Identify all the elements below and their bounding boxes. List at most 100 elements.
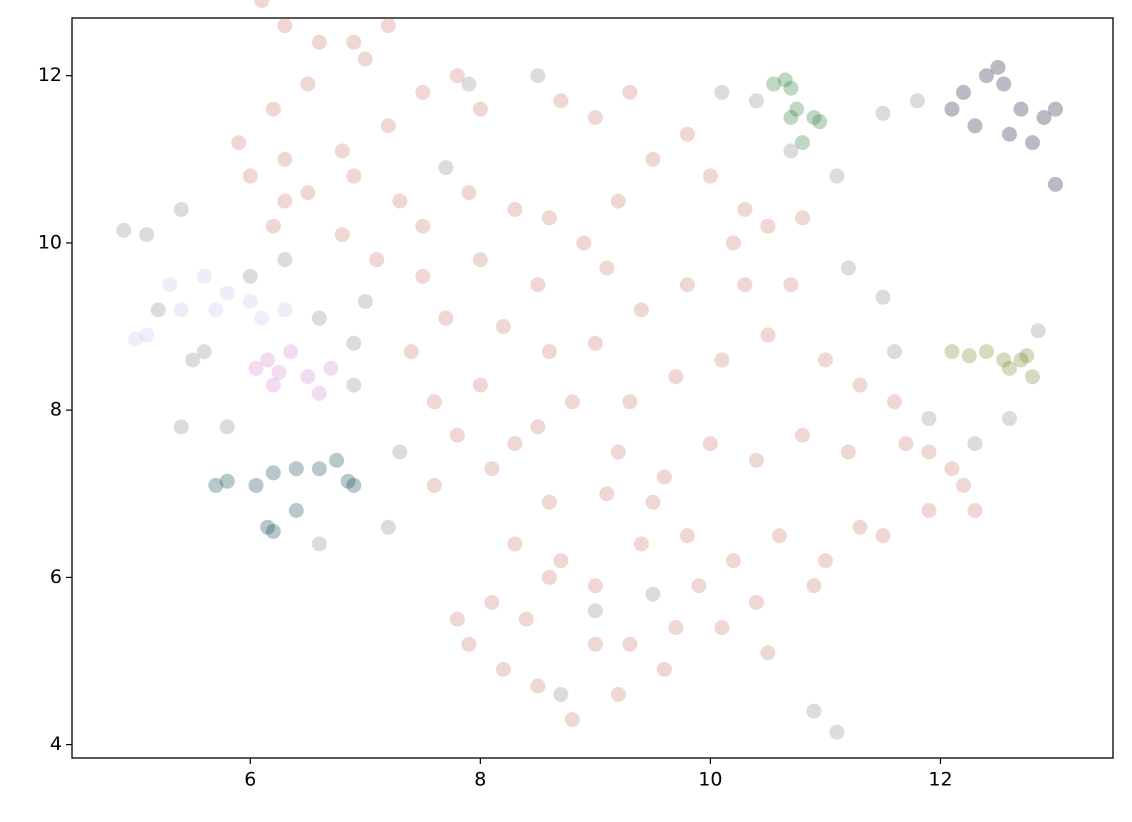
point xyxy=(277,302,293,318)
point xyxy=(944,344,960,360)
point xyxy=(806,578,822,594)
point xyxy=(260,352,276,368)
point xyxy=(231,135,247,151)
point xyxy=(553,553,569,569)
point xyxy=(196,344,212,360)
point xyxy=(426,394,442,410)
plot-frame xyxy=(71,17,1114,759)
point xyxy=(518,611,534,627)
point xyxy=(472,377,488,393)
point xyxy=(771,528,787,544)
point xyxy=(645,494,661,510)
point xyxy=(271,365,287,381)
point xyxy=(495,319,511,335)
point xyxy=(702,168,718,184)
point xyxy=(541,569,557,585)
point xyxy=(507,436,523,452)
point xyxy=(760,218,776,234)
point xyxy=(311,385,327,401)
point xyxy=(1036,110,1052,126)
point xyxy=(553,686,569,702)
point xyxy=(288,502,304,518)
point xyxy=(300,369,316,385)
point xyxy=(587,578,603,594)
point xyxy=(961,348,977,364)
point xyxy=(173,419,189,435)
point xyxy=(967,436,983,452)
point xyxy=(553,93,569,109)
point xyxy=(277,18,293,34)
point xyxy=(484,461,500,477)
point xyxy=(955,84,971,100)
point xyxy=(1001,411,1017,427)
point xyxy=(530,68,546,84)
point xyxy=(392,193,408,209)
point xyxy=(380,519,396,535)
x-tick-label: 12 xyxy=(928,769,952,791)
point xyxy=(760,327,776,343)
point xyxy=(766,76,782,92)
point xyxy=(449,611,465,627)
point xyxy=(921,502,937,518)
point xyxy=(173,201,189,217)
point xyxy=(794,135,810,151)
point xyxy=(622,394,638,410)
point xyxy=(1001,360,1017,376)
point xyxy=(369,252,385,268)
point xyxy=(812,114,828,130)
point xyxy=(679,126,695,142)
point xyxy=(248,360,264,376)
point xyxy=(875,105,891,121)
point xyxy=(300,76,316,92)
point xyxy=(415,218,431,234)
point xyxy=(633,302,649,318)
point xyxy=(702,436,718,452)
point xyxy=(1030,323,1046,339)
point xyxy=(438,160,454,176)
point xyxy=(990,59,1006,75)
point xyxy=(1019,348,1035,364)
point xyxy=(829,724,845,740)
point xyxy=(248,477,264,493)
point xyxy=(346,335,362,351)
point xyxy=(116,222,132,238)
y-tick-label: 12 xyxy=(38,64,62,86)
point xyxy=(829,168,845,184)
point xyxy=(507,536,523,552)
point xyxy=(656,661,672,677)
point xyxy=(748,594,764,610)
point xyxy=(472,252,488,268)
point xyxy=(806,110,822,126)
point xyxy=(530,678,546,694)
point xyxy=(334,227,350,243)
point xyxy=(403,344,419,360)
point xyxy=(219,473,235,489)
point xyxy=(886,394,902,410)
point xyxy=(392,444,408,460)
point xyxy=(346,168,362,184)
point xyxy=(587,603,603,619)
point xyxy=(265,101,281,117)
point xyxy=(564,712,580,728)
point xyxy=(380,18,396,34)
point xyxy=(668,369,684,385)
point xyxy=(380,118,396,134)
point xyxy=(622,84,638,100)
point xyxy=(1013,352,1029,368)
point xyxy=(150,302,166,318)
point xyxy=(679,528,695,544)
point xyxy=(265,465,281,481)
point xyxy=(806,703,822,719)
point xyxy=(311,310,327,326)
point xyxy=(277,252,293,268)
x-tick-label: 10 xyxy=(698,769,722,791)
point xyxy=(323,360,339,376)
point xyxy=(196,268,212,284)
point xyxy=(691,578,707,594)
point xyxy=(840,260,856,276)
point xyxy=(783,143,799,159)
point xyxy=(564,394,580,410)
point xyxy=(789,101,805,117)
point xyxy=(311,461,327,477)
